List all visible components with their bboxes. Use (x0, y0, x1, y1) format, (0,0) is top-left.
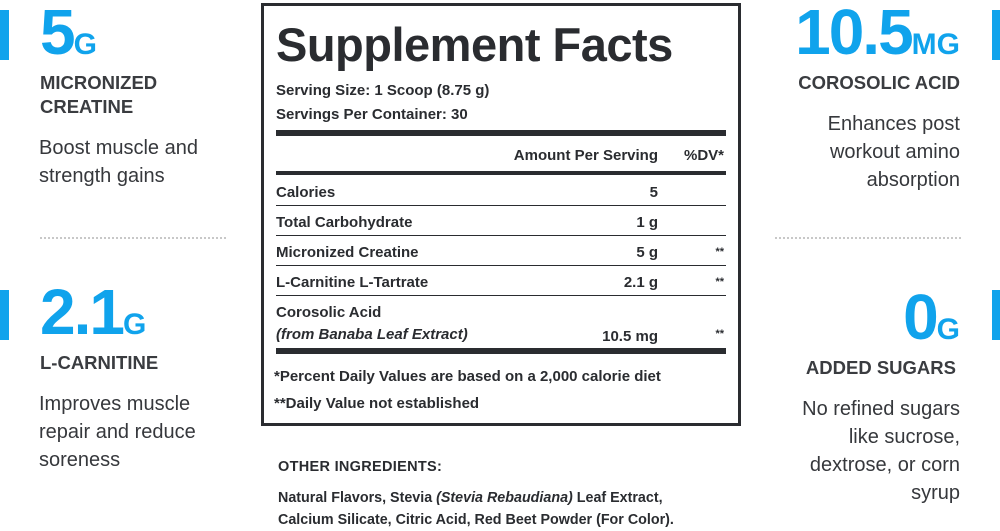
other-ingredients-line2: Calcium Silicate, Citric Acid, Red Beet … (278, 512, 674, 528)
row-dv: ** (715, 276, 724, 288)
row-name: Micronized Creatine (276, 244, 419, 261)
supplement-facts-panel: Supplement Facts Serving Size: 1 Scoop (… (261, 3, 741, 426)
creatine-amount: 5G (40, 0, 97, 68)
sugars-desc: No refined sugars like sucrose, dextrose, … (802, 398, 960, 504)
dv-header: %DV* (683, 147, 724, 164)
row-amount: 1 g (636, 214, 658, 231)
row-dv: ** (715, 246, 724, 258)
servings-per-container: Servings Per Container: 30 (276, 106, 468, 123)
corosolic-title: COROSOLIC ACID (798, 72, 960, 93)
corosolic-amount: 10.5MG (795, 0, 960, 68)
row-divider (276, 235, 726, 236)
creatine-title: MICRONIZED CREATINE (40, 72, 158, 117)
divider (276, 348, 726, 354)
serving-size: Serving Size: 1 Scoop (8.75 g) (276, 82, 490, 99)
sugars-title: ADDED SUGARS (805, 357, 956, 378)
footnote-dv: *Percent Daily Values are based on a 2,0… (274, 368, 661, 385)
carnitine-title: L-CARNITINE (40, 352, 159, 373)
accent-bar (0, 10, 9, 60)
divider (40, 237, 226, 239)
row-divider (276, 205, 726, 206)
facts-title: Supplement Facts (276, 18, 673, 71)
footnote-not-established: **Daily Value not established (274, 395, 480, 412)
sugars-amount: 0G (903, 281, 960, 353)
creatine-desc: Boost muscle and strength gains (39, 137, 198, 187)
accent-bar (992, 10, 1000, 60)
accent-bar (0, 290, 9, 340)
corosolic-desc: Enhances post workout amino absorption (827, 113, 960, 191)
row-amount: 2.1 g (623, 274, 658, 291)
amount-header: Amount Per Serving (513, 147, 658, 164)
row-amount: 10.5 mg (602, 328, 658, 345)
row-amount: 5 (649, 184, 658, 201)
carnitine-amount: 2.1G (40, 276, 147, 348)
other-ingredients-heading: OTHER INGREDIENTS: (278, 459, 443, 475)
divider (276, 171, 726, 175)
row-subname: (from Banaba Leaf Extract) (276, 326, 468, 343)
divider (276, 130, 726, 136)
other-ingredients-line1: Natural Flavors, Stevia (Stevia Rebaudia… (278, 490, 663, 506)
row-name: Corosolic Acid (276, 304, 382, 321)
divider (775, 237, 961, 239)
row-name: Calories (276, 184, 336, 201)
row-divider (276, 265, 726, 266)
accent-bar (992, 290, 1000, 340)
row-name: L-Carnitine L-Tartrate (276, 274, 429, 291)
row-dv: ** (715, 328, 724, 340)
carnitine-desc: Improves muscle repair and reduce soreness (39, 393, 196, 471)
row-name: Total Carbohydrate (276, 214, 413, 231)
row-amount: 5 g (636, 244, 658, 261)
row-divider (276, 295, 726, 296)
